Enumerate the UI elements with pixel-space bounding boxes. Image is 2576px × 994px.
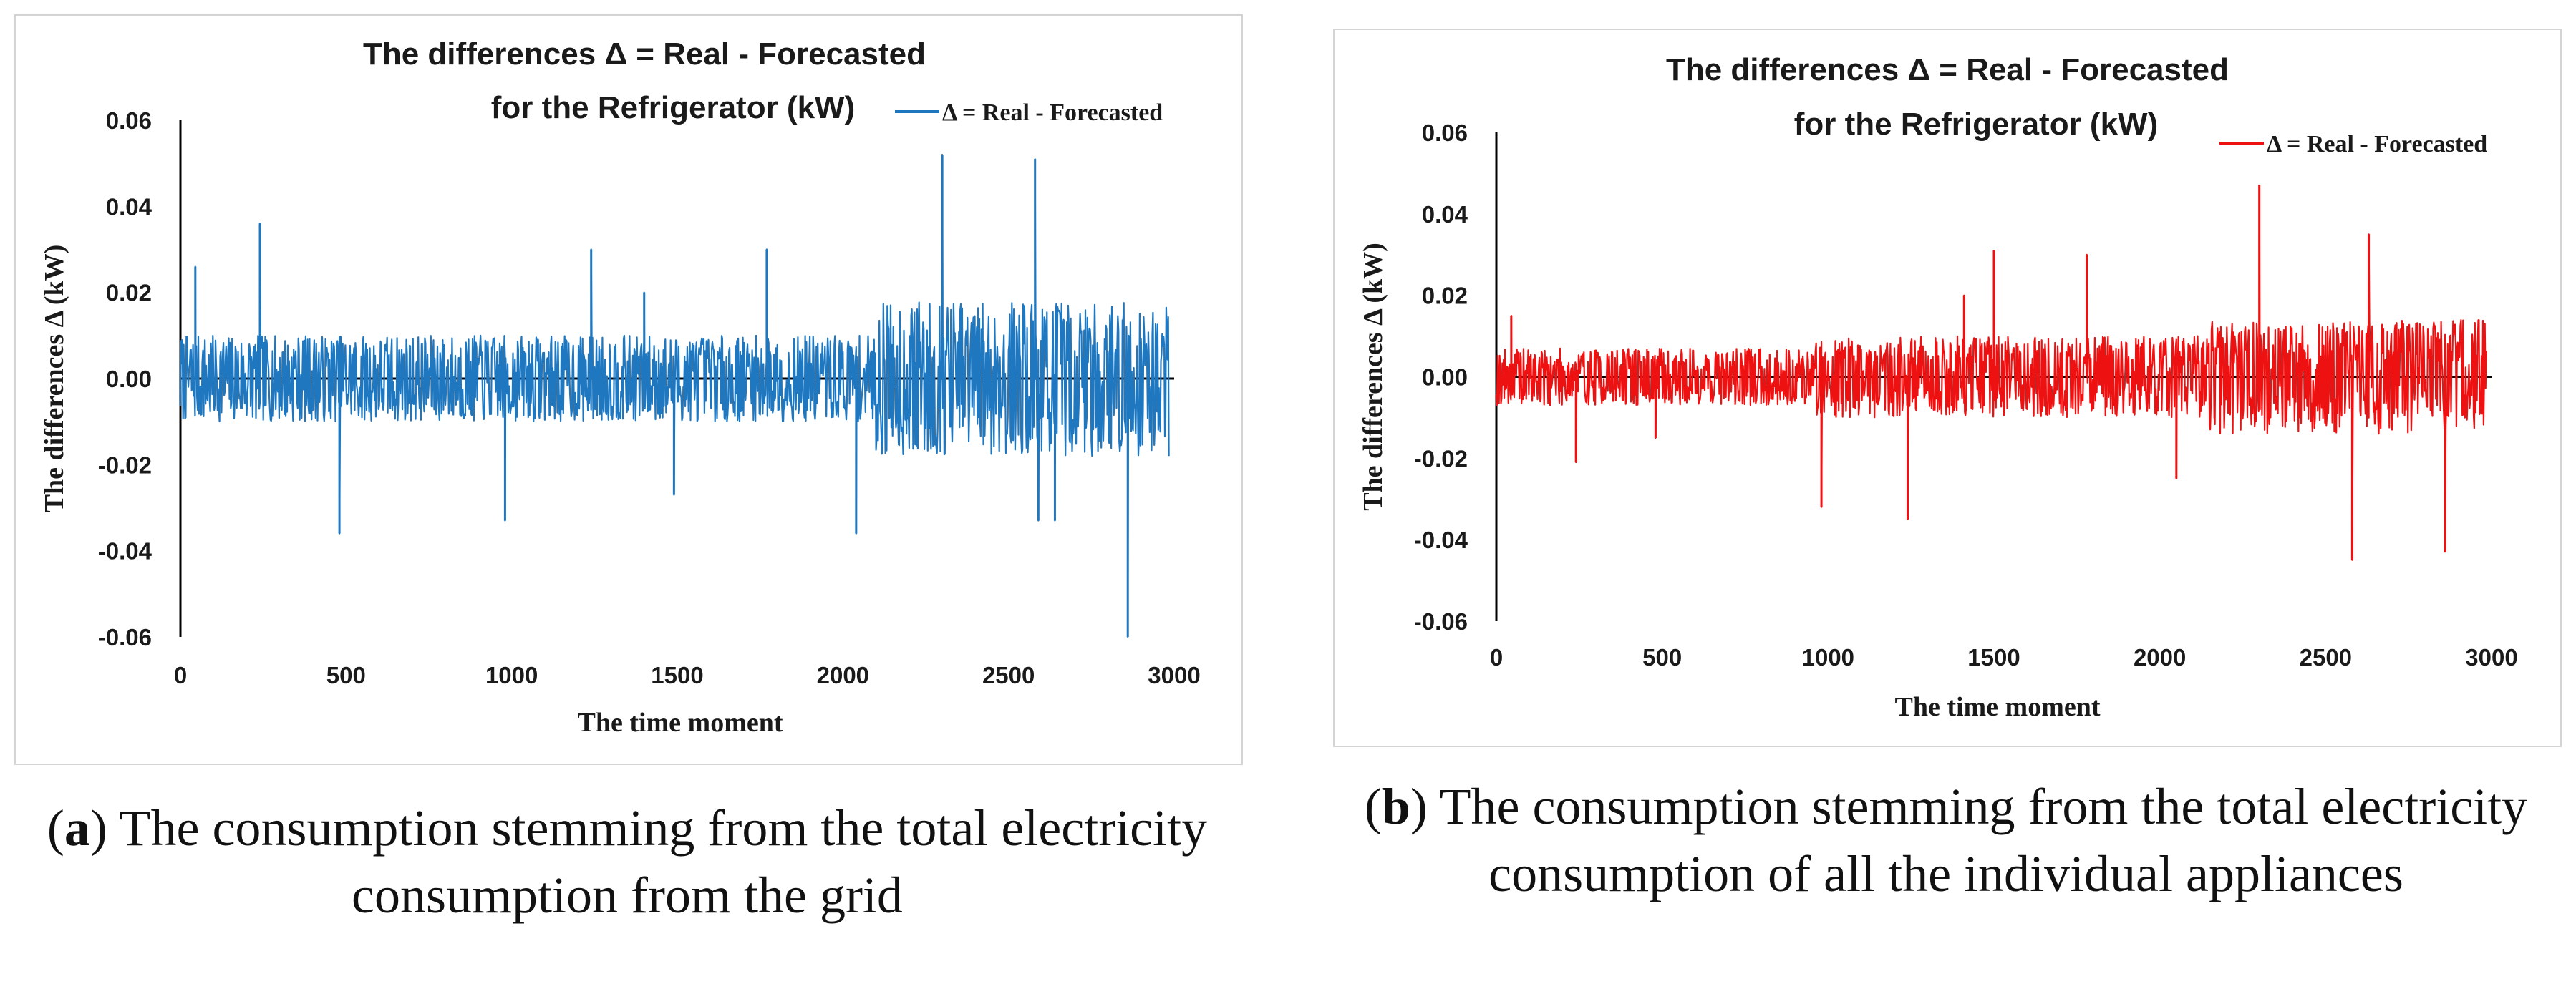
y-tick-label-b: -0.02 (1414, 445, 1468, 472)
y-tick-label-a: -0.04 (98, 538, 152, 565)
legend-label-b: Δ = Real - Forecasted (2267, 131, 2487, 157)
x-tick-label-a: 3000 (1148, 662, 1200, 688)
x-tick-label-b: 500 (1642, 644, 1682, 671)
x-tick-label-b: 3000 (2465, 644, 2517, 671)
y-axis-label-b: The differences Δ (kW) (1358, 243, 1388, 511)
legend-label-a: Δ = Real - Forecasted (942, 99, 1163, 126)
caption-a: (a) The consumption stemming from the to… (47, 799, 1208, 924)
x-tick-label-a: 2500 (982, 662, 1035, 688)
y-tick-label-b: -0.06 (1414, 608, 1468, 635)
chart-b: The differences Δ = Real - Forecasted for… (1358, 52, 2518, 722)
caption-a-text: The consumption stemming from the total … (119, 799, 1208, 924)
x-tick-label-a: 2000 (817, 662, 869, 688)
x-tick-label-a: 500 (326, 662, 366, 688)
x-tick-label-a: 1500 (651, 662, 703, 688)
x-tick-label-b: 2500 (2300, 644, 2352, 671)
y-tick-label-b: 0.06 (1422, 120, 1468, 146)
data-series-line-b (1495, 184, 2487, 561)
caption-b: (b) The consumption stemming from the to… (1364, 778, 2528, 902)
y-tick-label-b: 0.02 (1422, 283, 1468, 309)
y-tick-label-a: -0.06 (98, 624, 152, 651)
caption-b-label: b (1381, 778, 1410, 835)
x-tick-label-b: 1000 (1802, 644, 1854, 671)
y-tick-label-a: -0.02 (98, 452, 152, 478)
caption-a-label: a (64, 799, 90, 857)
chart-title-b: The differences Δ = Real - Forecasted (1666, 52, 2229, 87)
x-tick-label-b: 0 (1490, 644, 1503, 671)
x-axis-label-b: The time moment (1894, 692, 2100, 722)
y-tick-label-b: 0.00 (1422, 364, 1468, 391)
y-tick-label-b: -0.04 (1414, 527, 1468, 553)
x-axis-label-a: The time moment (577, 708, 783, 738)
y-tick-label-a: 0.02 (106, 280, 152, 306)
chart-subtitle-b: for the Refrigerator (kW) (1794, 107, 2158, 142)
y-tick-label-b: 0.04 (1422, 201, 1468, 228)
y-tick-label-a: 0.04 (106, 193, 152, 220)
x-tick-label-b: 2000 (2134, 644, 2186, 671)
chart-subtitle-a: for the Refrigerator (kW) (491, 90, 855, 125)
y-axis-label-a: The differences Δ (kW) (39, 245, 69, 513)
y-tick-label-a: 0.06 (106, 107, 152, 134)
y-tick-label-a: 0.00 (106, 366, 152, 392)
x-tick-label-a: 1000 (485, 662, 538, 688)
chart-title-a: The differences Δ = Real - Forecasted (363, 36, 926, 72)
x-tick-label-b: 1500 (1967, 644, 2020, 671)
caption-b-text: The consumption stemming from the total … (1439, 778, 2528, 902)
x-tick-label-a: 0 (174, 662, 187, 688)
chart-a: The differences Δ = Real - Forecasted for… (39, 36, 1201, 738)
